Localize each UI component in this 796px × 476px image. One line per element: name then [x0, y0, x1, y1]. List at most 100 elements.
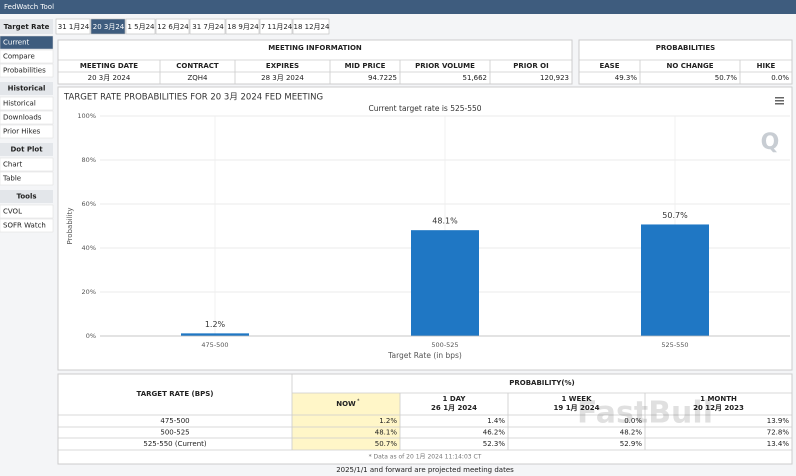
cell: 0.0% — [624, 417, 642, 425]
overlay-watermark: FastBull — [577, 396, 713, 431]
tab-label-bg — [0, 19, 53, 34]
sidebar-item-text[interactable]: Current — [3, 39, 30, 47]
probabilities-title: PROBABILITIES — [656, 44, 715, 52]
tab-text[interactable]: 31 7月24 — [192, 23, 224, 31]
sidebar-heading-bg — [0, 143, 53, 156]
column-date: 19 1月 2024 — [554, 404, 600, 412]
sidebar-item-text[interactable]: SOFR Watch — [3, 222, 46, 230]
data-label: 48.1% — [432, 217, 458, 226]
top-bar — [0, 0, 796, 14]
x-tick-label: 500-525 — [431, 341, 458, 349]
sidebar-heading-bg — [0, 190, 53, 203]
y-tick-label: 60% — [82, 200, 96, 208]
tab-label: Target Rate — [4, 23, 50, 31]
tab[interactable] — [155, 18, 190, 35]
column-header: NO CHANGE — [666, 62, 713, 70]
column-header: NOW — [336, 400, 356, 408]
y-tick-label: 40% — [82, 244, 96, 252]
sidebar-item[interactable] — [0, 49, 54, 64]
bar — [641, 224, 709, 336]
column-header: MEETING DATE — [80, 62, 138, 70]
sidebar-item-text[interactable]: Probabilities — [3, 67, 46, 75]
y-tick-label: 80% — [82, 156, 96, 164]
sidebar-item-text[interactable]: Table — [2, 175, 21, 183]
sidebar-item[interactable] — [0, 204, 54, 219]
row-label: 475-500 — [160, 417, 189, 425]
column-header: PRIOR OI — [513, 62, 548, 70]
probabilities-panel — [578, 39, 793, 85]
cell: 72.8% — [767, 429, 790, 437]
sidebar-heading: Dot Plot — [10, 146, 43, 154]
cell: 13.9% — [767, 417, 790, 425]
cell: 50.7% — [375, 440, 398, 448]
sidebar-item-text[interactable]: Historical — [3, 100, 36, 108]
cell: 51,662 — [463, 74, 488, 82]
sidebar-item[interactable] — [0, 35, 54, 50]
chart-watermark: Q — [761, 130, 780, 155]
sidebar-item-text[interactable]: Chart — [3, 161, 22, 169]
sidebar-item-text[interactable]: CVOL — [3, 208, 22, 216]
cell: ZQH4 — [187, 74, 208, 82]
tab[interactable] — [259, 18, 293, 35]
column-header: EXPIRES — [266, 62, 299, 70]
sidebar-item-text[interactable]: Compare — [3, 53, 35, 61]
row-label: 500-525 — [160, 429, 189, 437]
data-label: 50.7% — [662, 211, 688, 220]
y-tick-label: 0% — [86, 332, 96, 340]
column-header: 1 DAY — [443, 395, 467, 403]
cell: 28 3月 2024 — [261, 74, 304, 82]
menu-icon[interactable] — [775, 97, 784, 105]
table-title: PROBABILITY(%) — [509, 379, 575, 387]
x-tick-label: 525-550 — [661, 341, 688, 349]
tab[interactable] — [189, 18, 226, 35]
sidebar-item[interactable] — [0, 96, 54, 111]
tab-text[interactable]: 31 1月24 — [58, 23, 90, 31]
cell: 52.3% — [483, 440, 506, 448]
sidebar-item[interactable] — [0, 124, 54, 139]
column-mark: * — [357, 399, 360, 405]
tab[interactable] — [225, 18, 260, 35]
data-label: 1.2% — [205, 320, 226, 329]
projection-note: 2025/1/1 and forward are projected meeti… — [336, 466, 514, 474]
column-date: 26 1月 2024 — [431, 404, 477, 412]
tab-text[interactable]: 20 3月24 — [93, 23, 125, 31]
tab[interactable] — [125, 18, 156, 35]
sidebar-item-text[interactable]: Downloads — [3, 114, 42, 122]
column-header: HIKE — [757, 62, 776, 70]
bar — [411, 230, 479, 336]
cell: 1.2% — [379, 417, 397, 425]
x-tick-label: 475-500 — [201, 341, 228, 349]
chart-subtitle: Current target rate is 525-550 — [368, 104, 481, 113]
tab[interactable] — [55, 18, 91, 35]
sidebar-item[interactable] — [0, 218, 54, 233]
column-header: CONTRACT — [176, 62, 219, 70]
meeting-title: MEETING INFORMATION — [268, 44, 362, 52]
column-header: 1 WEEK — [561, 395, 592, 403]
tab[interactable] — [90, 18, 126, 35]
sidebar-item[interactable] — [0, 157, 54, 172]
cell: 48.2% — [620, 429, 643, 437]
sidebar-item-text[interactable]: Prior Hikes — [3, 128, 41, 136]
tab-text[interactable]: 7 11月24 — [261, 23, 293, 31]
tab[interactable] — [292, 18, 330, 35]
app-title: FedWatch Tool — [4, 3, 54, 11]
table-panel — [57, 373, 793, 465]
cell: 50.7% — [715, 74, 738, 82]
cell: 0.0% — [771, 74, 789, 82]
cell: 48.1% — [375, 429, 398, 437]
tab-text[interactable]: 1 5月24 — [127, 23, 155, 31]
tab-text[interactable]: 18 12月24 — [294, 23, 330, 31]
tab-text[interactable]: 18 9月24 — [227, 23, 259, 31]
y-axis-title: Probability — [66, 207, 74, 244]
column-header: EASE — [599, 62, 619, 70]
row-label: 525-550 (Current) — [143, 440, 206, 448]
sidebar-item[interactable] — [0, 171, 54, 186]
tab-text[interactable]: 12 6月24 — [157, 23, 189, 31]
y-tick-label: 20% — [82, 288, 96, 296]
cell: 120,923 — [540, 74, 569, 82]
column-date: 20 12月 2023 — [693, 404, 744, 412]
cell: 1.4% — [487, 417, 505, 425]
sidebar-item[interactable] — [0, 63, 54, 78]
sidebar-item[interactable] — [0, 110, 54, 125]
